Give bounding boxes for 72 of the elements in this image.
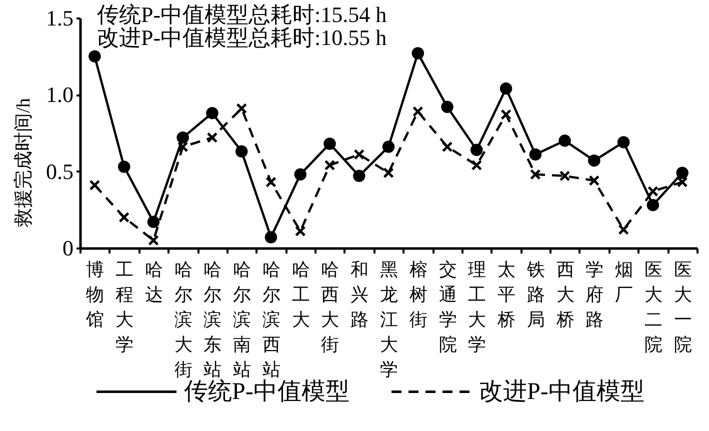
x-tick-label: 烟厂 [615,260,634,304]
point [324,160,336,171]
point [264,231,278,244]
point [235,145,248,158]
point [617,136,630,148]
annotation: 传统P-中值模型总耗时:15.54 h [97,2,387,27]
x-tick-label: 哈达 [144,260,163,304]
point [412,106,424,117]
point [176,131,189,144]
x-tick-label: 哈工大 [292,260,310,330]
x-tick-label: 工程大学 [116,260,134,354]
point [177,141,188,152]
x-tick-label: 黑龙江大学 [380,260,398,380]
point [529,148,542,161]
point [676,166,688,179]
point [558,134,571,147]
point [148,234,159,246]
point [206,106,218,120]
x-tick-label: 哈尔滨西站 [262,260,280,380]
x-tick-label: 哈尔滨大街 [174,260,192,380]
point [383,167,394,178]
x-tick-label: 医大二院 [644,260,662,354]
x-tick-label: 学府路 [586,260,604,330]
point [412,47,424,60]
point [559,170,570,182]
point [294,226,306,237]
x-tick-label: 和兴路 [350,260,369,330]
point [382,140,395,153]
point [266,176,276,188]
annotation: 改进P-中值模型总耗时:10.55 h [97,25,387,50]
point [118,160,130,173]
point [471,160,482,171]
point [118,212,130,223]
point [647,186,658,197]
x-tick-label: 理工大学 [468,260,486,354]
point [352,170,366,182]
y-tick-label: 1.5 [46,6,74,30]
point [441,100,454,114]
y-axis-title: 救援完成时间/h [12,98,34,228]
x-tick-label: 哈西大街 [321,260,340,354]
y-tick-label: 1.0 [46,82,74,108]
point [618,224,629,236]
x-tick-label: 医大一院 [674,260,692,354]
point [354,149,365,160]
x-tick-label: 博物馆 [85,260,104,330]
point [442,141,453,152]
point [530,168,541,180]
x-tick-label: 铁路局 [526,260,545,330]
legend-label: 传统P-中值模型 [184,378,350,405]
point [324,138,336,150]
point [236,103,248,114]
point [676,176,688,188]
x-tick-label: 交通学院 [438,260,457,354]
point [646,198,660,212]
y-tick-label: 0.5 [46,158,74,184]
x-tick-label: 哈尔滨东站 [204,260,222,380]
legend-label: 改进P-中值模型 [479,378,644,405]
point [88,50,101,62]
x-tick-label: 西大桥 [555,260,574,330]
point [470,144,483,156]
point [206,132,218,144]
point [588,154,600,167]
point [500,109,512,120]
point [588,175,600,186]
point [500,82,512,95]
x-tick-label: 哈尔滨南站 [233,260,252,380]
x-tick-label: 太平桥 [496,260,516,330]
point [294,168,306,181]
y-tick-label: 0 [62,236,74,260]
point [147,216,160,228]
x-tick-label: 榕树街 [409,260,428,330]
point [89,180,100,191]
